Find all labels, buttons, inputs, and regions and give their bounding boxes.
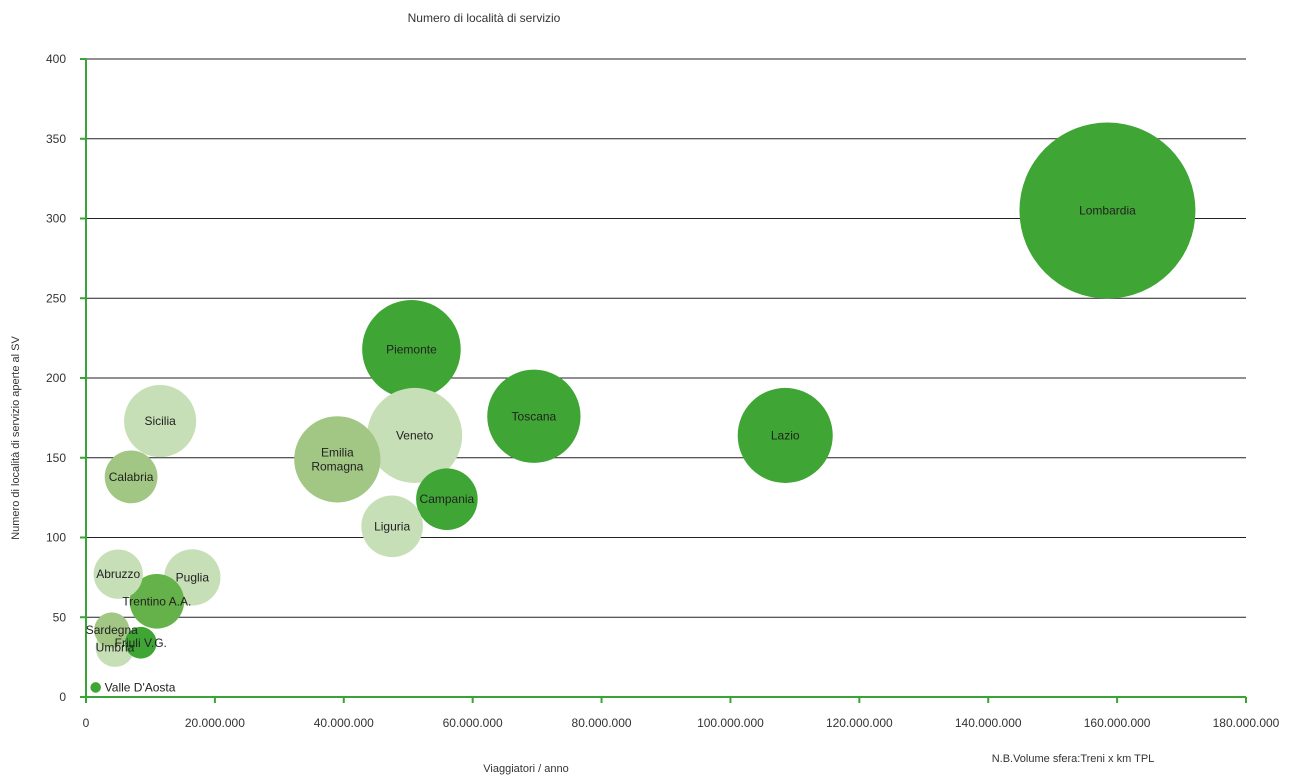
y-tick-label: 200 xyxy=(46,371,66,385)
x-tick-label: 100.000.000 xyxy=(697,716,764,730)
bubble-label: Toscana xyxy=(512,409,557,423)
bubble-label: Sicilia xyxy=(144,414,176,428)
bubble-labels: Lombardia Lazio Toscana Piemonte Campania Ven… xyxy=(86,204,1136,695)
bubble-label: Lazio xyxy=(771,428,800,442)
y-tick-label: 400 xyxy=(46,52,66,66)
bubble-label: Emilia Romagna xyxy=(311,445,363,473)
bubble-label: Sardegna xyxy=(86,623,138,637)
bubble-label: Calabria xyxy=(109,470,154,484)
y-tick-label: 300 xyxy=(46,212,66,226)
bubble-mark xyxy=(1019,122,1196,299)
chart-title: Numero di località di servizio xyxy=(408,11,561,25)
bubble-mark xyxy=(367,387,463,483)
bubble-label: Umbria xyxy=(96,641,135,655)
x-tick-label: 40.000.000 xyxy=(314,716,374,730)
bubble-mark xyxy=(362,300,461,399)
y-tick-label: 250 xyxy=(46,291,66,305)
bubble-label: Lombardia xyxy=(1079,204,1136,218)
bubble-mark xyxy=(104,450,158,504)
bubble-mark xyxy=(94,612,130,648)
bubble-label: Piemonte xyxy=(386,342,437,356)
bubble-label: Trentino A.A. xyxy=(122,594,191,608)
bubble-mark xyxy=(93,549,143,599)
grid-lines xyxy=(86,58,1246,618)
bubble-label: Valle D'Aosta xyxy=(105,680,176,694)
bubble-mark xyxy=(129,574,185,629)
x-tick-label: 180.000.000 xyxy=(1213,716,1280,730)
x-tick-label: 120.000.000 xyxy=(826,716,893,730)
x-tick-label: 80.000.000 xyxy=(572,716,632,730)
bubble-mark xyxy=(737,387,833,483)
axes: 0 50 100 150 200 250 300 350 400 0 20.000.000 40.00… xyxy=(46,52,1280,730)
x-tick-label: 140.000.000 xyxy=(955,716,1022,730)
y-axis-title: Numero di località di servizio aperte al… xyxy=(10,336,22,540)
bubble-label: Puglia xyxy=(176,570,210,584)
bubbles xyxy=(90,122,1196,693)
bubble-label: Liguria xyxy=(374,519,410,533)
bubble-label: Veneto xyxy=(396,428,434,442)
x-tick-label: 0 xyxy=(83,716,90,730)
y-tick-label: 350 xyxy=(46,132,66,146)
x-tick-label: 20.000.000 xyxy=(185,716,245,730)
y-tick-label: 100 xyxy=(46,531,66,545)
bubble-mark xyxy=(294,416,381,503)
bubble-label: Abruzzo xyxy=(96,567,140,581)
bubble-mark xyxy=(416,468,478,531)
bubble-label: Friuli V.G. xyxy=(115,636,167,650)
bubble-label: Campania xyxy=(420,492,475,506)
x-axis-title: Viaggiatori / anno xyxy=(483,763,568,775)
x-tick-label: 160.000.000 xyxy=(1084,716,1151,730)
bubble-mark xyxy=(124,626,157,659)
bubble-mark xyxy=(124,384,197,458)
y-tick-label: 0 xyxy=(59,690,66,704)
x-tick-label: 60.000.000 xyxy=(443,716,503,730)
bubble-mark xyxy=(487,369,581,463)
y-tick-label: 50 xyxy=(53,610,67,624)
y-tick-label: 150 xyxy=(46,451,66,465)
chart-note: N.B.Volume sfera:Treni x km TPL xyxy=(992,753,1155,765)
bubble-mark xyxy=(361,495,423,558)
bubble-mark xyxy=(90,682,101,693)
